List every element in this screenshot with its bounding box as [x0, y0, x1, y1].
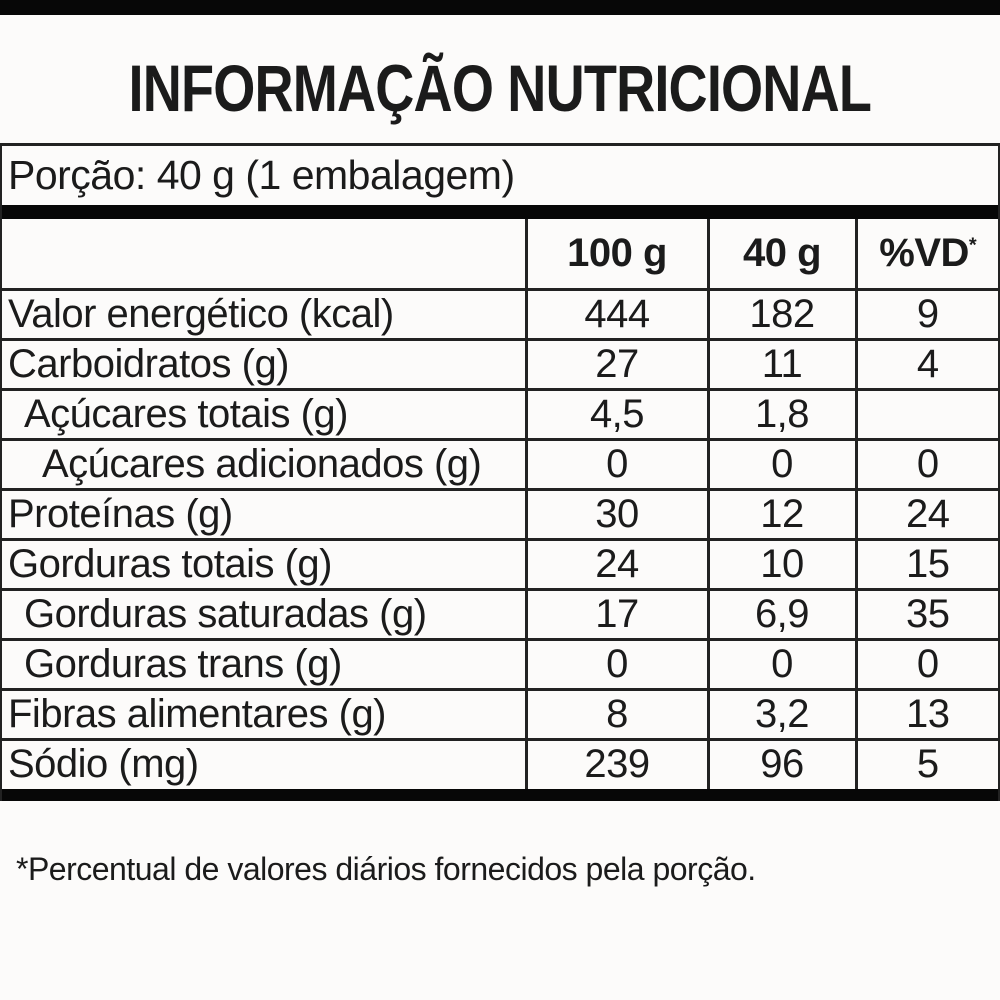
table-row: Açúcares adicionados (g) 0 0 0	[2, 439, 998, 491]
table-top-bar	[2, 205, 998, 219]
table-row: Gorduras totais (g) 24 10 15	[2, 539, 998, 591]
vd-asterisk: *	[968, 234, 977, 257]
daily-value-footnote: *Percentual de valores diários fornecido…	[16, 851, 756, 887]
table-row: Sódio (mg) 239 96 5	[2, 739, 998, 789]
nutrient-label: Gorduras saturadas (g)	[2, 589, 526, 641]
nutrient-label: Fibras alimentares (g)	[2, 689, 526, 741]
table-row: Fibras alimentares (g) 8 3,2 13	[2, 689, 998, 741]
nutrient-label: Sódio (mg)	[8, 742, 199, 787]
table-row: Valor energético (kcal) 444 182 9	[2, 289, 998, 341]
value-40g: 12	[706, 489, 856, 541]
nutrient-label: Açúcares totais (g)	[2, 389, 526, 441]
value-100g: 30	[524, 489, 708, 541]
table-row: Proteínas (g) 30 12 24	[2, 489, 998, 541]
table-row: Gorduras saturadas (g) 17 6,9 35	[2, 589, 998, 641]
value-vd: 4	[854, 339, 998, 391]
value-40g: 96	[706, 739, 856, 789]
value-vd: 15	[854, 539, 998, 591]
col-header-100g: 100 g	[524, 219, 708, 291]
value-40g: 10	[706, 539, 856, 591]
value-100g: 17	[524, 589, 708, 641]
nutrient-label: Valor energético (kcal)	[2, 289, 526, 341]
table-row: Carboidratos (g) 27 11 4	[2, 339, 998, 391]
value-40g: 3,2	[706, 689, 856, 741]
nutrient-label: Proteínas (g)	[2, 489, 526, 541]
value-vd: 0	[854, 439, 998, 491]
value-100g: 4,5	[524, 389, 708, 441]
value-100g: 444	[524, 289, 708, 341]
nutrient-label: Gorduras trans (g)	[2, 639, 526, 691]
value-100g: 8	[524, 689, 708, 741]
value-100g: 239	[524, 739, 708, 789]
value-vd: 0	[854, 639, 998, 691]
nutrient-label: Carboidratos (g)	[2, 339, 526, 391]
value-100g: 0	[524, 439, 708, 491]
col-header-vd-text: %VD	[879, 230, 969, 275]
table-header-row: 100 g 40 g %VD*	[2, 219, 998, 291]
value-vd: 35	[854, 589, 998, 641]
value-100g: 27	[524, 339, 708, 391]
nutrient-label: Gorduras totais (g)	[2, 539, 526, 591]
col-header-40g: 40 g	[706, 219, 856, 291]
table-row: Gorduras trans (g) 0 0 0	[2, 639, 998, 691]
value-40g: 1,8	[706, 389, 856, 441]
value-40g: 6,9	[706, 589, 856, 641]
top-black-bar	[0, 0, 1000, 15]
col-header-nutrient	[2, 219, 526, 291]
table-row: Açúcares totais (g) 4,5 1,8	[2, 389, 998, 441]
value-vd: 24	[854, 489, 998, 541]
value-vd	[854, 389, 998, 441]
value-40g: 182	[706, 289, 856, 341]
label-box: Porção: 40 g (1 embalagem) 100 g 40 g %V…	[0, 143, 1000, 801]
table-bottom-bar	[2, 789, 998, 801]
nutrient-label: Açúcares adicionados (g)	[2, 439, 526, 491]
nutrition-table: 100 g 40 g %VD* Valor energético (kcal) …	[2, 219, 998, 789]
value-40g: 11	[706, 339, 856, 391]
page-title-text: INFORMAÇÃO NUTRICIONAL	[128, 51, 872, 125]
value-vd: 9	[854, 289, 998, 341]
serving-size-line: Porção: 40 g (1 embalagem)	[8, 152, 515, 198]
value-vd: 13	[854, 689, 998, 741]
value-40g: 0	[706, 439, 856, 491]
col-header-vd: %VD*	[854, 219, 998, 291]
value-100g: 24	[524, 539, 708, 591]
value-vd: 5	[854, 739, 998, 789]
value-100g: 0	[524, 639, 708, 691]
page-title: INFORMAÇÃO NUTRICIONAL	[0, 55, 1000, 121]
value-40g: 0	[706, 639, 856, 691]
